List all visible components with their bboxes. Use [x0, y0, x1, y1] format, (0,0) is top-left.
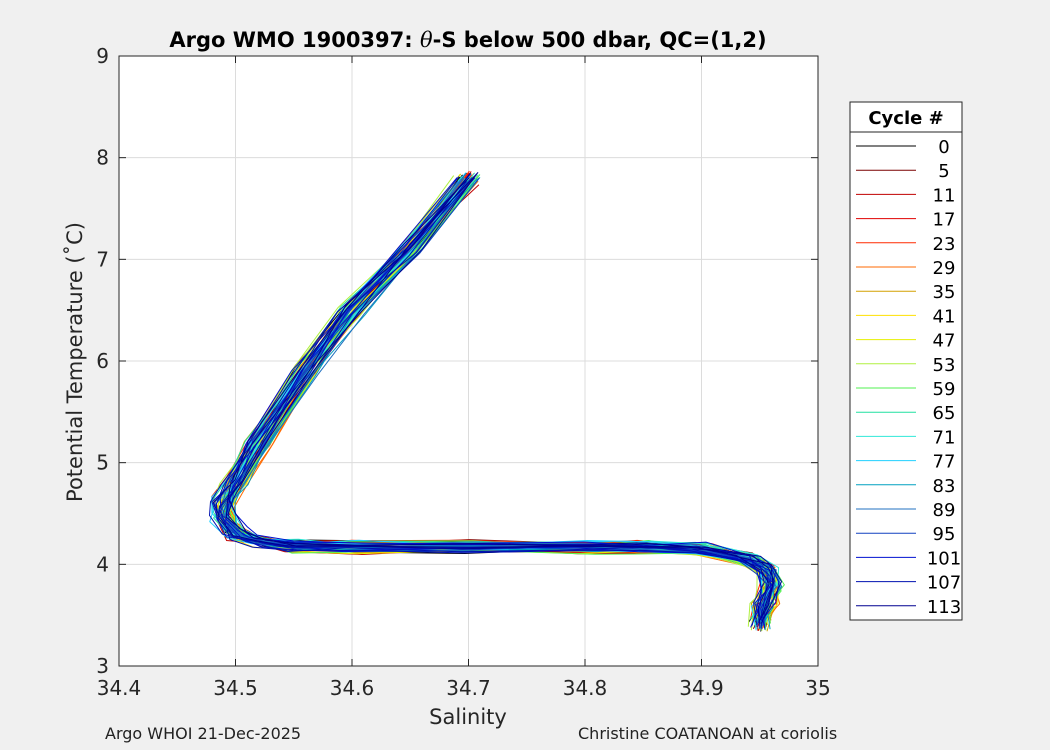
legend: Cycle # 0 5 11 17 23 29 35 41 47 53 59 65 71 77 83 89 95…	[849, 101, 963, 621]
legend-entry-label: 0	[938, 137, 949, 158]
profile-line-cycle-113	[227, 172, 775, 620]
legend-entries: 0 5 11 17 23 29 35 41 47 53 59 65 71 77 83 89 95 101 107 11…	[856, 137, 961, 618]
x-axis-label: Salinity	[429, 705, 507, 729]
ticks	[118, 55, 819, 667]
legend-entry-label: 11	[933, 185, 956, 206]
legend-entry-label: 113	[927, 597, 961, 618]
series-group	[208, 170, 785, 632]
profile-line-cycle-101	[227, 173, 780, 621]
chart-title-symbol: θ	[420, 28, 433, 52]
legend-entry-label: 71	[933, 427, 956, 448]
footer-right: Christine COATANOAN at coriolis	[578, 724, 838, 743]
y-tick-label: 8	[96, 146, 109, 170]
y-tick-label: 6	[96, 349, 109, 373]
legend-entry-label: 89	[933, 500, 956, 521]
x-tick-label: 34.6	[330, 676, 375, 700]
footer-left: Argo WHOI 21-Dec-2025	[105, 724, 302, 743]
legend-entry-label: 77	[933, 452, 956, 473]
x-tick-label: 34.8	[563, 676, 608, 700]
legend-entry-label: 47	[933, 331, 956, 352]
chart-title: Argo WMO 1900397: θ-S below 500 dbar, QC…	[169, 28, 766, 52]
legend-entry-label: 83	[933, 476, 956, 497]
chart-title-suffix: -S below 500 dbar, QC=(1,2)	[433, 28, 767, 52]
y-tick-label: 3	[96, 654, 109, 678]
legend-entry-label: 59	[933, 379, 956, 400]
x-tick-label: 34.5	[213, 676, 258, 700]
x-tick-label: 35	[805, 676, 830, 700]
profile-line-cycle-107	[208, 176, 765, 628]
chart-title-prefix: Argo WMO 1900397:	[169, 28, 420, 52]
profile-line-cycle-113	[212, 177, 770, 624]
tick-labels: 34.4 34.5 34.6 34.7 34.8 34.9 35 3 4 5 6 7 8 9	[96, 44, 830, 700]
legend-entry-label: 65	[933, 403, 956, 424]
legend-entry-label: 95	[933, 524, 956, 545]
grid	[119, 56, 818, 666]
profile-line-cycle-107	[217, 178, 769, 626]
y-tick-label: 5	[96, 451, 109, 475]
y-tick-label: 7	[96, 247, 109, 271]
legend-entry-label: 41	[933, 306, 956, 327]
legend-title: Cycle #	[868, 108, 943, 129]
legend-entry-label: 29	[933, 258, 956, 279]
legend-entry-label: 107	[927, 573, 961, 594]
legend-entry-label: 35	[933, 282, 956, 303]
x-tick-label: 34.7	[446, 676, 491, 700]
profile-line-cycle-107	[215, 178, 762, 626]
legend-entry-label: 53	[933, 355, 956, 376]
legend-entry-label: 23	[933, 234, 956, 255]
y-tick-label: 9	[96, 44, 109, 68]
y-tick-label: 4	[96, 552, 109, 576]
y-axis-label: Potential Temperature (˚C)	[63, 222, 87, 502]
profile-line-cycle-107	[218, 180, 774, 628]
x-tick-label: 34.9	[679, 676, 724, 700]
legend-entry-label: 101	[927, 548, 961, 569]
legend-entry-label: 17	[933, 210, 956, 231]
legend-entry-label: 5	[938, 161, 949, 182]
x-tick-label: 34.4	[97, 676, 142, 700]
